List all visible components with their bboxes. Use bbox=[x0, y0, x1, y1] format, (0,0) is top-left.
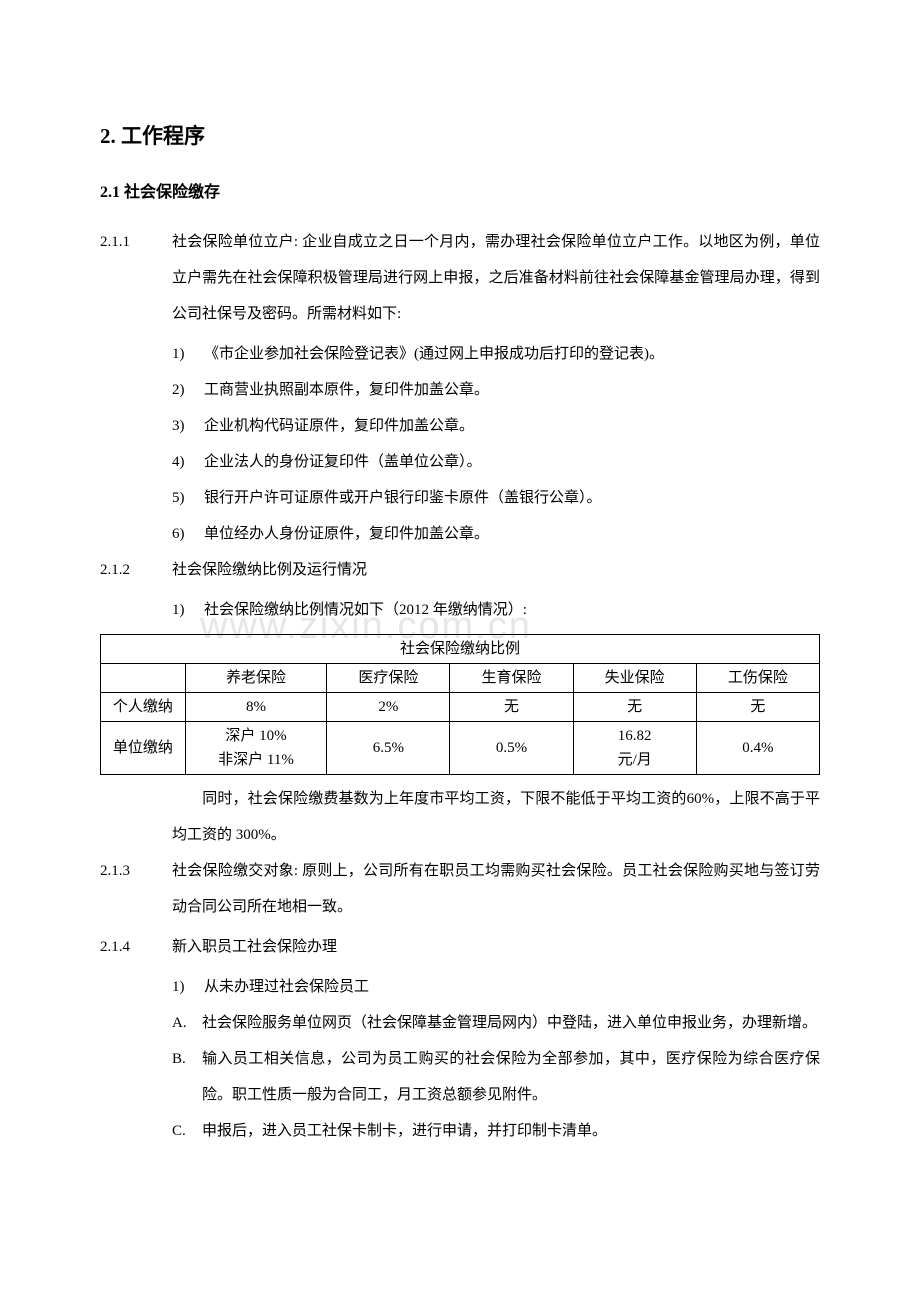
list-item: 5) 银行开户许可证原件或开户银行印鉴卡原件（盖银行公章）。 bbox=[172, 480, 820, 516]
table-row: 个人缴纳 8% 2% 无 无 无 bbox=[101, 693, 820, 722]
table-cell: 16.82元/月 bbox=[573, 722, 696, 775]
document-content: 2. 工作程序 2.1 社会保险缴存 2.1.1 社会保险单位立户: 企业自成立… bbox=[100, 120, 820, 1149]
heading-level-2: 2.1 社会保险缴存 bbox=[100, 178, 820, 202]
table-row-label: 个人缴纳 bbox=[101, 693, 186, 722]
list-item: 1) 从未办理过社会保险员工 bbox=[172, 969, 820, 1005]
list-number: 3) bbox=[172, 408, 204, 444]
list-number: 1) bbox=[172, 969, 204, 1005]
section-text: 社会保险缴纳比例及运行情况 bbox=[172, 552, 820, 588]
list-text: 从未办理过社会保险员工 bbox=[204, 969, 820, 1005]
ratio-table: 社会保险缴纳比例 养老保险 医疗保险 生育保险 失业保险 工伤保险 个人缴纳 8… bbox=[100, 634, 820, 775]
table-head-cell: 工伤保险 bbox=[696, 664, 819, 693]
section-number: 2.1.2 bbox=[100, 552, 172, 588]
table-row: 单位缴纳 深户 10%非深户 11% 6.5% 0.5% 16.82元/月 0.… bbox=[101, 722, 820, 775]
list-item: 4) 企业法人的身份证复印件（盖单位公章）。 bbox=[172, 444, 820, 480]
table-cell: 8% bbox=[185, 693, 327, 722]
letter-text: 社会保险服务单位网页（社会保障基金管理局网内）中登陆，进入单位申报业务，办理新增… bbox=[202, 1005, 820, 1041]
paragraph: 同时，社会保险缴费基数为上年度市平均工资，下限不能低于平均工资的60%，上限不高… bbox=[172, 781, 820, 853]
list-item: 6) 单位经办人身份证原件，复印件加盖公章。 bbox=[172, 516, 820, 552]
list-item: 2) 工商营业执照副本原件，复印件加盖公章。 bbox=[172, 372, 820, 408]
table-cell: 无 bbox=[450, 693, 573, 722]
table-cell: 2% bbox=[327, 693, 450, 722]
table-head-cell: 生育保险 bbox=[450, 664, 573, 693]
table-cell: 0.5% bbox=[450, 722, 573, 775]
table-cell: 无 bbox=[573, 693, 696, 722]
table-head-cell bbox=[101, 664, 186, 693]
table-row-label: 单位缴纳 bbox=[101, 722, 186, 775]
section-text: 社会保险单位立户: 企业自成立之日一个月内，需办理社会保险单位立户工作。以地区为… bbox=[172, 224, 820, 332]
list-item: 1) 《市企业参加社会保险登记表》(通过网上申报成功后打印的登记表)。 bbox=[172, 336, 820, 372]
letter-item: B. 输入员工相关信息，公司为员工购买的社会保险为全部参加，其中，医疗保险为综合… bbox=[172, 1041, 820, 1113]
letter-text: 输入员工相关信息，公司为员工购买的社会保险为全部参加，其中，医疗保险为综合医疗保… bbox=[202, 1041, 820, 1113]
table-head-cell: 养老保险 bbox=[185, 664, 327, 693]
letter-label: A. bbox=[172, 1005, 202, 1041]
letter-item: A. 社会保险服务单位网页（社会保障基金管理局网内）中登陆，进入单位申报业务，办… bbox=[172, 1005, 820, 1041]
list-text: 社会保险缴纳比例情况如下（2012 年缴纳情况）: bbox=[204, 592, 820, 628]
section-2-1-1: 2.1.1 社会保险单位立户: 企业自成立之日一个月内，需办理社会保险单位立户工… bbox=[100, 224, 820, 332]
list-text: 《市企业参加社会保险登记表》(通过网上申报成功后打印的登记表)。 bbox=[204, 336, 820, 372]
list-item: 1) 社会保险缴纳比例情况如下（2012 年缴纳情况）: bbox=[172, 592, 820, 628]
list-number: 5) bbox=[172, 480, 204, 516]
section-2-1-4: 2.1.4 新入职员工社会保险办理 bbox=[100, 929, 820, 965]
list-text: 企业法人的身份证复印件（盖单位公章）。 bbox=[204, 444, 820, 480]
list-number: 1) bbox=[172, 336, 204, 372]
heading-level-1: 2. 工作程序 bbox=[100, 120, 820, 150]
list-number: 4) bbox=[172, 444, 204, 480]
list-number: 2) bbox=[172, 372, 204, 408]
section-number: 2.1.3 bbox=[100, 853, 172, 925]
section-2-1-2: 2.1.2 社会保险缴纳比例及运行情况 bbox=[100, 552, 820, 588]
list-text: 单位经办人身份证原件，复印件加盖公章。 bbox=[204, 516, 820, 552]
table-cell: 无 bbox=[696, 693, 819, 722]
table-header-row: 养老保险 医疗保险 生育保险 失业保险 工伤保险 bbox=[101, 664, 820, 693]
list-text: 企业机构代码证原件，复印件加盖公章。 bbox=[204, 408, 820, 444]
list-text: 银行开户许可证原件或开户银行印鉴卡原件（盖银行公章）。 bbox=[204, 480, 820, 516]
letter-label: C. bbox=[172, 1113, 202, 1149]
list-text: 工商营业执照副本原件，复印件加盖公章。 bbox=[204, 372, 820, 408]
table-cell: 0.4% bbox=[696, 722, 819, 775]
section-text: 新入职员工社会保险办理 bbox=[172, 929, 820, 965]
section-text: 社会保险缴交对象: 原则上，公司所有在职员工均需购买社会保险。员工社会保险购买地… bbox=[172, 853, 820, 925]
table-cell: 深户 10%非深户 11% bbox=[185, 722, 327, 775]
letter-item: C. 申报后，进入员工社保卡制卡，进行申请，并打印制卡清单。 bbox=[172, 1113, 820, 1149]
section-number: 2.1.4 bbox=[100, 929, 172, 965]
list-number: 6) bbox=[172, 516, 204, 552]
letter-label: B. bbox=[172, 1041, 202, 1113]
table-title: 社会保险缴纳比例 bbox=[101, 635, 820, 664]
list-item: 3) 企业机构代码证原件，复印件加盖公章。 bbox=[172, 408, 820, 444]
letter-text: 申报后，进入员工社保卡制卡，进行申请，并打印制卡清单。 bbox=[202, 1113, 820, 1149]
table-head-cell: 失业保险 bbox=[573, 664, 696, 693]
ratio-table-wrap: 社会保险缴纳比例 养老保险 医疗保险 生育保险 失业保险 工伤保险 个人缴纳 8… bbox=[100, 634, 820, 775]
table-head-cell: 医疗保险 bbox=[327, 664, 450, 693]
section-2-1-3: 2.1.3 社会保险缴交对象: 原则上，公司所有在职员工均需购买社会保险。员工社… bbox=[100, 853, 820, 925]
section-number: 2.1.1 bbox=[100, 224, 172, 332]
list-number: 1) bbox=[172, 592, 204, 628]
table-cell: 6.5% bbox=[327, 722, 450, 775]
